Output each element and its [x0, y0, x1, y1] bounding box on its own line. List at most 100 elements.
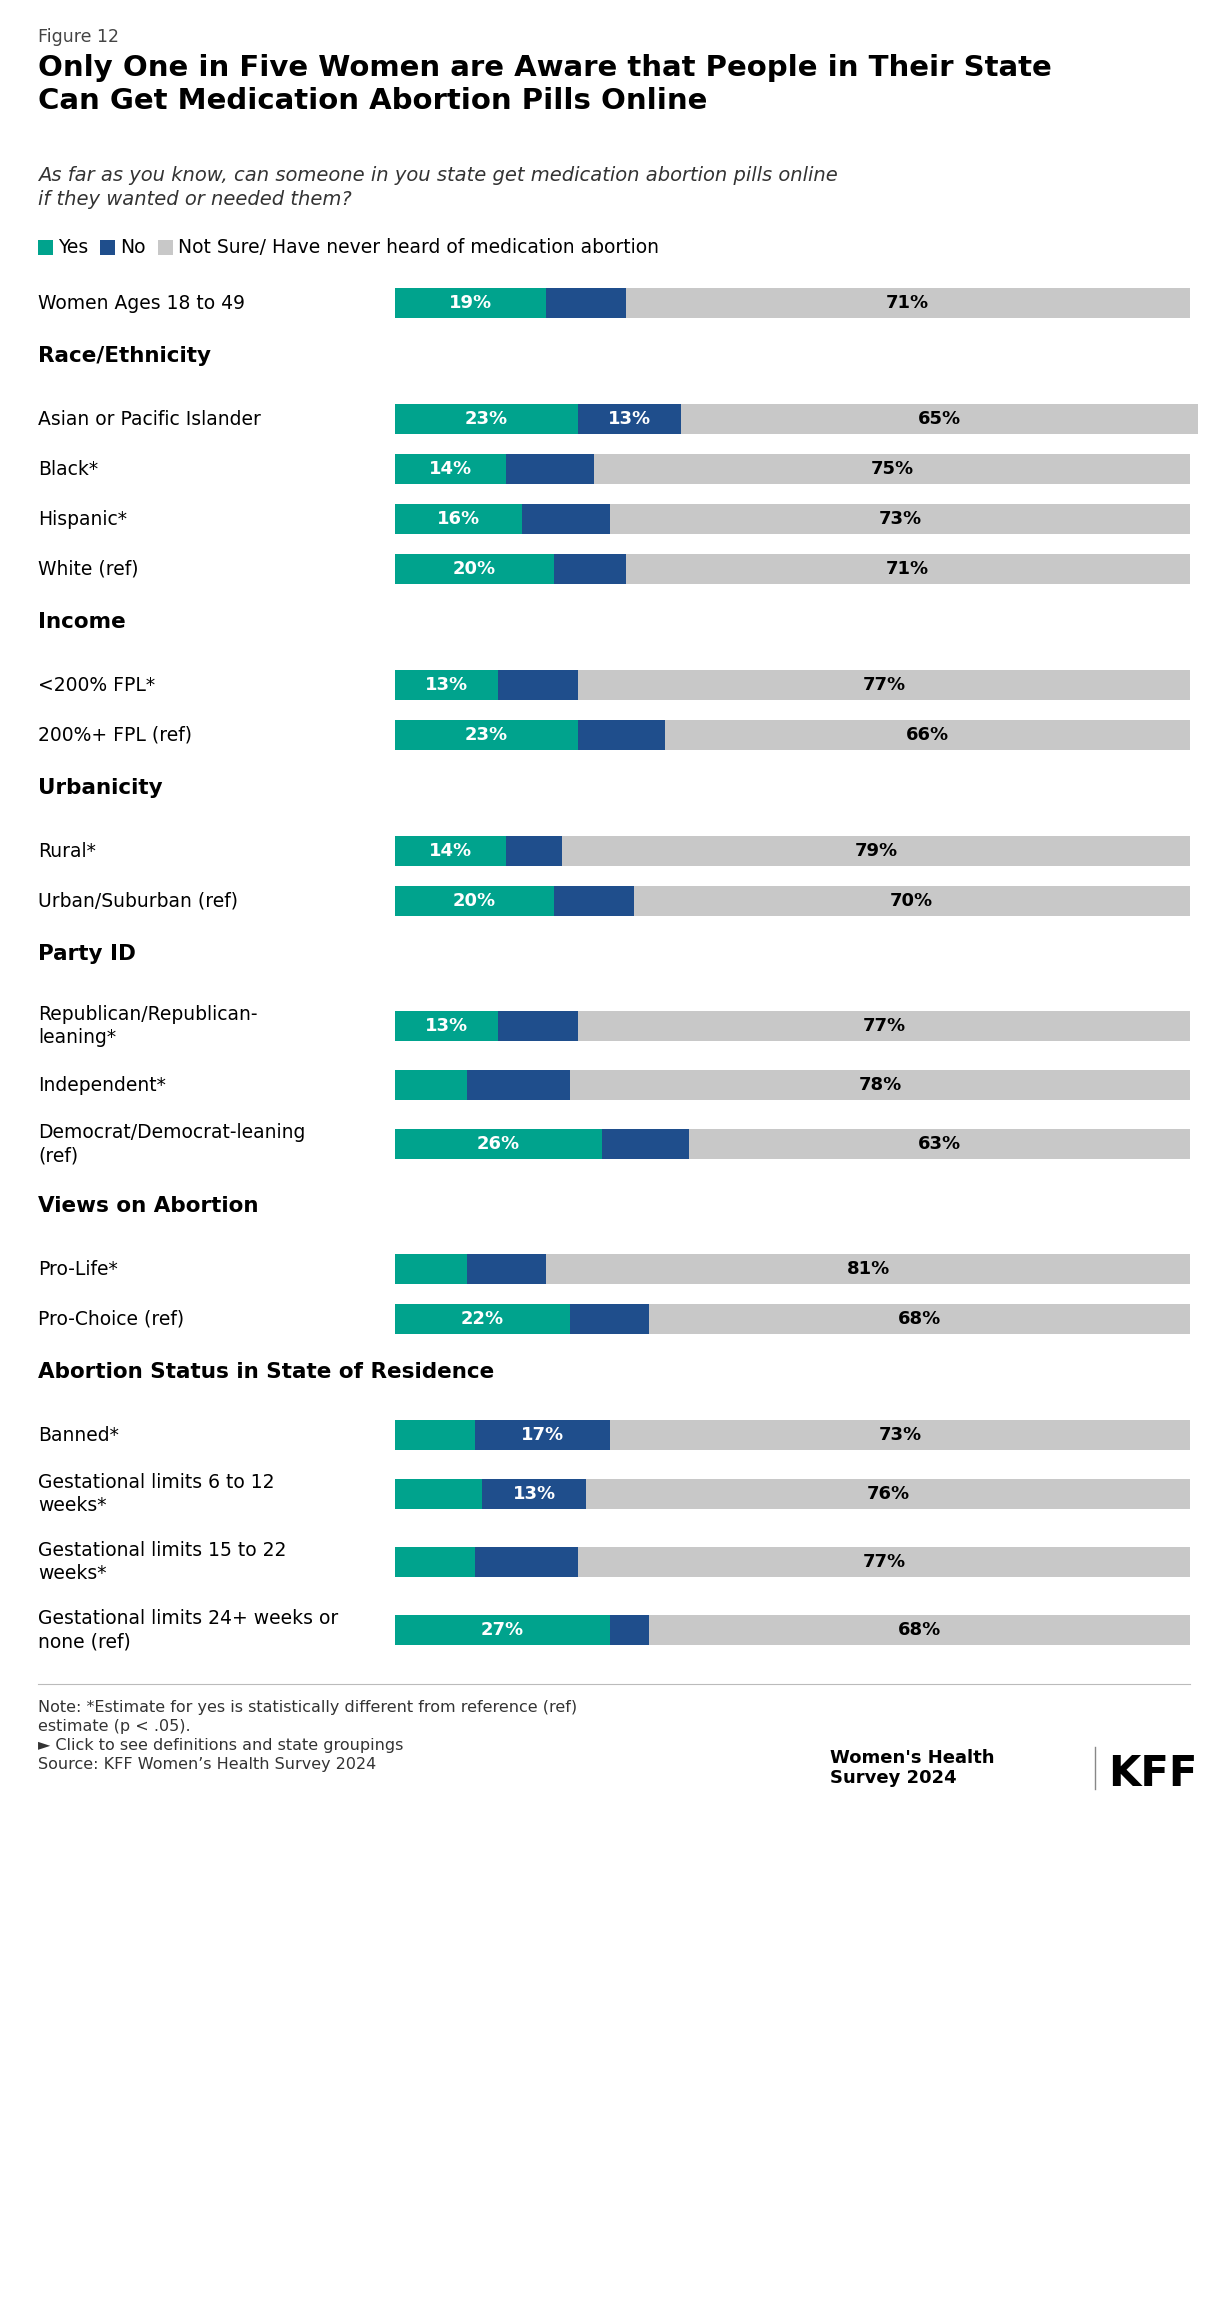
Bar — [586, 1478, 1190, 1510]
Bar — [466, 1255, 547, 1285]
Bar — [482, 1478, 586, 1510]
Bar — [578, 670, 1190, 700]
Bar — [395, 453, 506, 483]
Bar — [601, 1128, 689, 1158]
Bar — [498, 670, 578, 700]
Bar — [38, 239, 52, 256]
Bar — [498, 1011, 578, 1041]
Bar — [578, 1547, 1190, 1577]
Text: estimate (p < .05).: estimate (p < .05). — [38, 1720, 190, 1733]
Text: Independent*: Independent* — [38, 1075, 166, 1093]
Bar — [626, 288, 1190, 318]
Text: 26%: 26% — [477, 1135, 520, 1153]
Text: 22%: 22% — [461, 1310, 504, 1328]
Bar — [395, 1128, 601, 1158]
Text: Survey 2024: Survey 2024 — [830, 1768, 956, 1786]
Text: 27%: 27% — [481, 1621, 523, 1639]
Text: 68%: 68% — [898, 1621, 942, 1639]
Bar — [395, 1616, 610, 1646]
Text: 71%: 71% — [886, 295, 930, 313]
Text: No: No — [120, 237, 145, 258]
Text: 75%: 75% — [870, 460, 914, 479]
Text: KFF: KFF — [1108, 1754, 1197, 1796]
Text: Party ID: Party ID — [38, 944, 135, 965]
Text: 65%: 65% — [917, 410, 961, 428]
Bar — [159, 239, 173, 256]
Text: Republican/Republican-
leaning*: Republican/Republican- leaning* — [38, 1004, 257, 1047]
Text: 19%: 19% — [449, 295, 492, 313]
Bar — [395, 403, 578, 435]
Text: 16%: 16% — [437, 511, 481, 527]
Bar — [681, 403, 1198, 435]
Bar — [610, 1420, 1190, 1450]
Bar — [475, 1420, 610, 1450]
Text: Only One in Five Women are Aware that People in Their State
Can Get Medication A: Only One in Five Women are Aware that Pe… — [38, 53, 1052, 115]
Bar — [395, 1011, 498, 1041]
Bar — [395, 1547, 475, 1577]
Bar — [562, 836, 1190, 866]
Text: 79%: 79% — [854, 843, 898, 861]
Bar — [594, 453, 1190, 483]
Bar — [395, 555, 554, 585]
Text: 13%: 13% — [425, 677, 468, 693]
Text: Banned*: Banned* — [38, 1425, 118, 1443]
Text: 73%: 73% — [878, 1425, 921, 1443]
Text: Income: Income — [38, 612, 126, 633]
Text: 17%: 17% — [521, 1425, 564, 1443]
Bar — [395, 836, 506, 866]
Text: Abortion Status in State of Residence: Abortion Status in State of Residence — [38, 1363, 494, 1381]
Bar — [395, 504, 522, 534]
Bar — [649, 1616, 1190, 1646]
Text: Asian or Pacific Islander: Asian or Pacific Islander — [38, 410, 261, 428]
Text: 23%: 23% — [465, 725, 508, 744]
Bar — [626, 555, 1190, 585]
Text: Gestational limits 24+ weeks or
none (ref): Gestational limits 24+ weeks or none (re… — [38, 1609, 338, 1651]
Bar — [578, 721, 665, 750]
Text: Urban/Suburban (ref): Urban/Suburban (ref) — [38, 891, 238, 912]
Text: 70%: 70% — [891, 891, 933, 909]
Text: 14%: 14% — [429, 460, 472, 479]
Bar — [475, 1547, 578, 1577]
Text: 78%: 78% — [859, 1075, 902, 1093]
Bar — [649, 1303, 1190, 1333]
Bar — [395, 1255, 466, 1285]
Text: Hispanic*: Hispanic* — [38, 509, 127, 529]
Text: Pro-Choice (ref): Pro-Choice (ref) — [38, 1310, 184, 1328]
Text: White (ref): White (ref) — [38, 559, 139, 578]
Text: 20%: 20% — [453, 559, 497, 578]
Text: Rural*: Rural* — [38, 843, 96, 861]
Bar — [395, 1478, 482, 1510]
Text: 68%: 68% — [898, 1310, 942, 1328]
Text: Race/Ethnicity: Race/Ethnicity — [38, 345, 211, 366]
Text: Black*: Black* — [38, 460, 98, 479]
Bar — [554, 886, 633, 916]
Text: 13%: 13% — [608, 410, 651, 428]
Text: ► Click to see definitions and state groupings: ► Click to see definitions and state gro… — [38, 1738, 404, 1754]
Text: 66%: 66% — [906, 725, 949, 744]
Text: Women Ages 18 to 49: Women Ages 18 to 49 — [38, 292, 245, 313]
Text: 20%: 20% — [453, 891, 497, 909]
Bar — [395, 670, 498, 700]
Text: 23%: 23% — [465, 410, 508, 428]
Text: 81%: 81% — [847, 1259, 889, 1278]
Text: Note: *Estimate for yes is statistically different from reference (ref): Note: *Estimate for yes is statistically… — [38, 1699, 577, 1715]
Text: 13%: 13% — [425, 1017, 468, 1036]
Text: Figure 12: Figure 12 — [38, 28, 120, 46]
Text: 73%: 73% — [878, 511, 921, 527]
Bar — [665, 721, 1190, 750]
Bar — [395, 886, 554, 916]
Text: Source: KFF Women’s Health Survey 2024: Source: KFF Women’s Health Survey 2024 — [38, 1756, 376, 1773]
Bar — [522, 504, 610, 534]
Bar — [610, 504, 1190, 534]
Text: 14%: 14% — [429, 843, 472, 861]
Text: 77%: 77% — [863, 1554, 905, 1570]
Text: Gestational limits 15 to 22
weeks*: Gestational limits 15 to 22 weeks* — [38, 1540, 287, 1584]
Bar — [506, 453, 594, 483]
Bar — [395, 1420, 475, 1450]
Text: 77%: 77% — [863, 677, 905, 693]
Bar — [610, 1616, 649, 1646]
Text: Urbanicity: Urbanicity — [38, 778, 162, 799]
Text: 63%: 63% — [917, 1135, 961, 1153]
Text: Women's Health: Women's Health — [830, 1750, 994, 1768]
Bar — [689, 1128, 1190, 1158]
